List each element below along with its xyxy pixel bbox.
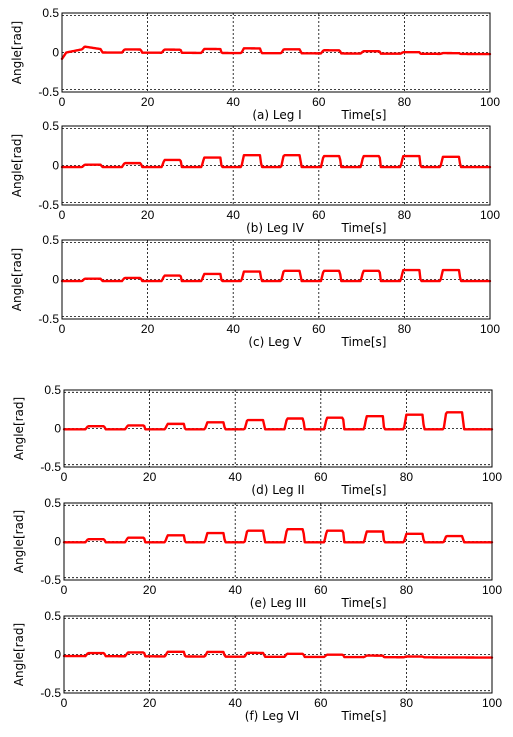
- x-tick-label: 40: [227, 208, 241, 222]
- series-line-leg-angle: [62, 411, 494, 431]
- x-tick-label: 80: [400, 696, 414, 710]
- x-tick-label: 20: [141, 95, 155, 109]
- x-tick-label: 40: [229, 583, 243, 597]
- x-tick-label: 20: [141, 322, 155, 336]
- y-tick-label: -0.5: [40, 573, 61, 587]
- y-tick-label: 0: [54, 422, 61, 436]
- x-tick-label: 80: [400, 470, 414, 484]
- y-axis-label: Angle[rad]: [10, 134, 24, 197]
- x-axis-label: Time[s]: [341, 221, 387, 235]
- y-tick-label: 0: [52, 159, 59, 173]
- x-tick-label: 60: [314, 470, 328, 484]
- x-tick-label: 0: [59, 322, 66, 336]
- y-tick-label: 0.5: [42, 233, 59, 247]
- plot-frame: [61, 12, 491, 93]
- x-tick-label: 0: [59, 208, 66, 222]
- x-tick-label: 60: [314, 696, 328, 710]
- x-tick-label: 40: [229, 470, 243, 484]
- x-tick-label: 60: [312, 208, 326, 222]
- panel-caption: (f) Leg VI: [245, 709, 299, 723]
- x-tick-label: 80: [398, 95, 412, 109]
- series-line-leg-angle: [62, 650, 494, 659]
- y-tick-label: 0: [54, 648, 61, 662]
- x-tick-label: 40: [227, 322, 241, 336]
- x-tick-label: 100: [480, 322, 500, 336]
- x-tick-label: 20: [141, 208, 155, 222]
- x-tick-label: 0: [61, 696, 68, 710]
- x-tick-label: 40: [229, 696, 243, 710]
- x-tick-label: 0: [61, 470, 68, 484]
- plot-frame: [63, 615, 493, 694]
- y-tick-label: -0.5: [38, 198, 59, 212]
- y-tick-label: -0.5: [38, 85, 59, 99]
- x-tick-label: 60: [312, 95, 326, 109]
- y-tick-label: -0.5: [38, 312, 59, 326]
- x-tick-label: 100: [480, 95, 500, 109]
- y-tick-label: 0.5: [44, 496, 61, 510]
- y-axis-label: Angle[rad]: [12, 623, 26, 686]
- x-tick-label: 80: [398, 322, 412, 336]
- x-tick-label: 100: [482, 696, 502, 710]
- x-tick-label: 80: [398, 208, 412, 222]
- x-tick-label: 100: [480, 208, 500, 222]
- x-tick-label: 20: [143, 470, 157, 484]
- series-line-leg-angle: [60, 268, 492, 283]
- panel-caption: (c) Leg V: [248, 335, 302, 349]
- y-tick-label: 0.5: [42, 119, 59, 133]
- y-tick-label: 0: [52, 273, 59, 287]
- y-tick-label: 0: [54, 535, 61, 549]
- x-axis-label: Time[s]: [341, 335, 387, 349]
- y-axis-label: Angle[rad]: [10, 248, 24, 311]
- x-tick-label: 20: [143, 583, 157, 597]
- x-tick-label: 40: [227, 95, 241, 109]
- x-tick-label: 60: [314, 583, 328, 597]
- x-tick-label: 60: [312, 322, 326, 336]
- y-tick-label: 0: [52, 46, 59, 60]
- series-line-leg-angle: [62, 527, 494, 544]
- x-axis-label: Time[s]: [341, 709, 387, 723]
- x-tick-label: 100: [482, 470, 502, 484]
- plot-frame: [61, 125, 491, 206]
- series-line-leg-angle: [60, 45, 492, 61]
- x-axis-label: Time[s]: [341, 108, 387, 122]
- x-tick-label: 0: [59, 95, 66, 109]
- y-tick-label: 0.5: [42, 6, 59, 20]
- y-tick-label: -0.5: [40, 460, 61, 474]
- panel-caption: (b) Leg IV: [246, 221, 305, 235]
- x-tick-label: 20: [143, 696, 157, 710]
- y-tick-label: 0.5: [44, 383, 61, 397]
- x-tick-label: 80: [400, 583, 414, 597]
- panel-caption: (d) Leg II: [251, 483, 304, 497]
- x-tick-label: 100: [482, 583, 502, 597]
- panel-caption: (e) Leg III: [250, 596, 306, 610]
- y-axis-label: Angle[rad]: [10, 21, 24, 84]
- x-axis-label: Time[s]: [341, 483, 387, 497]
- x-tick-label: 0: [61, 583, 68, 597]
- panel-caption: (a) Leg I: [252, 108, 301, 122]
- plot-frame: [63, 389, 493, 468]
- y-tick-label: 0.5: [44, 609, 61, 623]
- plot-frame: [61, 239, 491, 320]
- series-line-leg-angle: [60, 154, 492, 169]
- y-axis-label: Angle[rad]: [12, 510, 26, 573]
- plot-frame: [63, 502, 493, 581]
- y-axis-label: Angle[rad]: [12, 397, 26, 460]
- x-axis-label: Time[s]: [341, 596, 387, 610]
- y-tick-label: -0.5: [40, 686, 61, 700]
